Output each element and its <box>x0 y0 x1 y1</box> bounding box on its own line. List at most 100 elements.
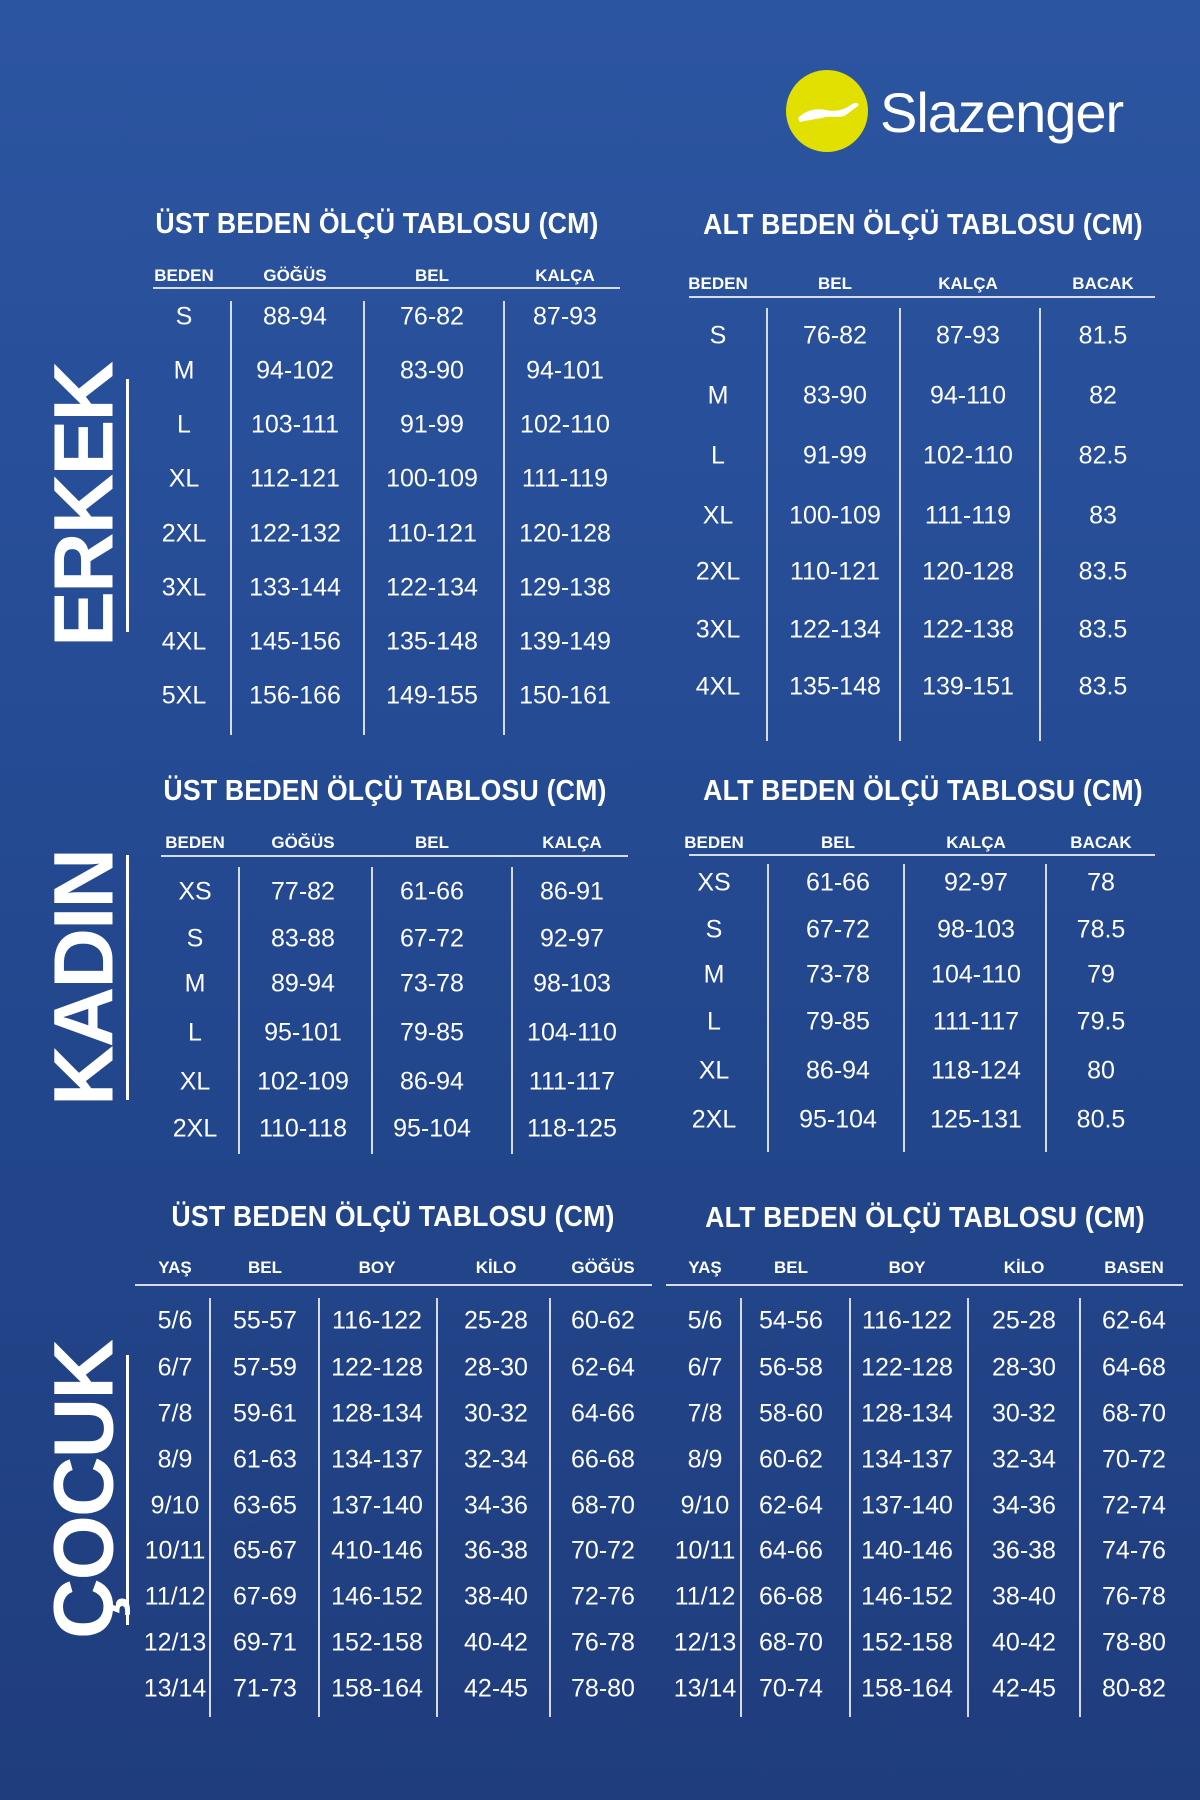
table-cell: 4XL <box>161 627 207 656</box>
column-header: BOY <box>358 1258 396 1277</box>
column-header: BEL <box>248 1258 282 1277</box>
table-cell: 65-67 <box>233 1536 297 1565</box>
table-cell: 5XL <box>161 681 207 710</box>
column-header: BEDEN <box>684 833 744 852</box>
table-cell: 28-30 <box>992 1353 1056 1382</box>
table-cell: 5/6 <box>687 1306 723 1335</box>
column-header: BEDEN <box>165 833 225 852</box>
table-cell: 34-36 <box>464 1491 528 1520</box>
table-cell: 8/9 <box>687 1445 723 1474</box>
column-header: BOY <box>888 1258 926 1277</box>
column-divider <box>1045 864 1047 1152</box>
column-divider <box>1079 1298 1081 1717</box>
table-cell: 40-42 <box>992 1628 1056 1657</box>
table-cell: 58-60 <box>759 1399 823 1428</box>
table-cell: 98-103 <box>533 969 611 998</box>
table-cell: 78-80 <box>1102 1628 1166 1657</box>
table-cell: XL <box>168 464 200 493</box>
table-cell: 79-85 <box>806 1007 870 1036</box>
section-divider <box>126 379 129 632</box>
table-title: ÜST BEDEN ÖLÇÜ TABLOSU (CM) <box>163 775 607 807</box>
table-cell: 32-34 <box>992 1445 1056 1474</box>
column-header: KİLO <box>475 1258 517 1277</box>
table-cell: 133-144 <box>249 573 341 602</box>
table-cell: 11/12 <box>674 1582 736 1611</box>
table-cell: 137-140 <box>331 1491 423 1520</box>
column-divider <box>511 867 513 1154</box>
table-cell: 70-72 <box>1102 1445 1166 1474</box>
table-cell: 77-82 <box>271 877 335 906</box>
table-cell: 122-134 <box>386 573 478 602</box>
header-underline <box>135 1284 652 1286</box>
table-cell: 94-101 <box>526 356 604 385</box>
leaping-cat-icon <box>786 70 868 152</box>
table-cell: 139-151 <box>922 672 1014 701</box>
table-cell: 59-61 <box>233 1399 297 1428</box>
section-label: ÇOCUK <box>36 1341 131 1639</box>
table-cell: 12/13 <box>673 1628 737 1657</box>
table-cell: 30-32 <box>464 1399 528 1428</box>
table-cell: 102-110 <box>520 410 610 439</box>
table-cell: 36-38 <box>992 1536 1056 1565</box>
table-cell: 83-90 <box>400 356 464 385</box>
table-cell: 57-59 <box>233 1353 297 1382</box>
table-cell: 122-128 <box>861 1353 953 1382</box>
table-cell: 70-72 <box>571 1536 635 1565</box>
table-cell: 116-122 <box>862 1306 952 1335</box>
table-cell: 62-64 <box>759 1491 823 1520</box>
table-cell: 76-78 <box>1102 1582 1166 1611</box>
table-cell: 2XL <box>691 1105 737 1134</box>
table-cell: 68-70 <box>1102 1399 1166 1428</box>
table-cell: 64-66 <box>759 1536 823 1565</box>
table-cell: 120-128 <box>922 557 1014 586</box>
table-cell: 25-28 <box>992 1306 1056 1335</box>
table-cell: 67-69 <box>233 1582 297 1611</box>
table-cell: 66-68 <box>759 1582 823 1611</box>
table-cell: 76-78 <box>571 1628 635 1657</box>
table-cell: 95-101 <box>264 1018 342 1047</box>
table-cell: 40-42 <box>464 1628 528 1657</box>
column-divider <box>967 1298 969 1717</box>
table-cell: 3XL <box>161 573 207 602</box>
table-cell: L <box>177 410 191 439</box>
table-cell: 152-158 <box>331 1628 423 1657</box>
table-cell: XL <box>698 1056 730 1085</box>
table-title: ÜST BEDEN ÖLÇÜ TABLOSU (CM) <box>155 208 599 240</box>
table-cell: 91-99 <box>400 410 464 439</box>
table-cell: 63-65 <box>233 1491 297 1520</box>
table-cell: 67-72 <box>400 924 464 953</box>
table-cell: 6/7 <box>687 1353 723 1382</box>
header-underline <box>153 287 620 289</box>
table-cell: 88-94 <box>263 302 327 331</box>
table-cell: 32-34 <box>464 1445 528 1474</box>
table-title: ÜST BEDEN ÖLÇÜ TABLOSU (CM) <box>171 1201 615 1233</box>
table-cell: 87-93 <box>936 321 1000 350</box>
table-cell: 139-149 <box>519 627 611 656</box>
table-cell: 86-94 <box>400 1067 464 1096</box>
table-cell: 82.5 <box>1078 441 1128 470</box>
table-cell: 10/11 <box>674 1536 736 1565</box>
table-cell: 134-137 <box>331 1445 423 1474</box>
table-cell: L <box>711 441 725 470</box>
table-cell: 64-66 <box>571 1399 635 1428</box>
column-divider <box>318 1298 320 1717</box>
table-cell: 135-148 <box>789 672 881 701</box>
table-cell: 60-62 <box>571 1306 635 1335</box>
table-cell: 83-90 <box>803 381 867 410</box>
table-cell: 112-121 <box>250 464 340 493</box>
table-cell: L <box>707 1007 721 1036</box>
table-cell: 122-128 <box>331 1353 423 1382</box>
table-cell: 140-146 <box>861 1536 953 1565</box>
table-cell: 42-45 <box>464 1674 528 1703</box>
table-cell: 86-94 <box>806 1056 870 1085</box>
table-cell: 110-121 <box>790 557 880 586</box>
table-cell: M <box>707 381 729 410</box>
column-divider <box>767 864 769 1152</box>
column-header: BEL <box>415 266 449 285</box>
table-cell: 83-88 <box>271 924 335 953</box>
table-cell: 80-82 <box>1102 1674 1166 1703</box>
table-cell: 134-137 <box>861 1445 953 1474</box>
column-divider <box>903 864 905 1152</box>
table-cell: 111-119 <box>924 501 1012 530</box>
table-cell: 91-99 <box>803 441 867 470</box>
